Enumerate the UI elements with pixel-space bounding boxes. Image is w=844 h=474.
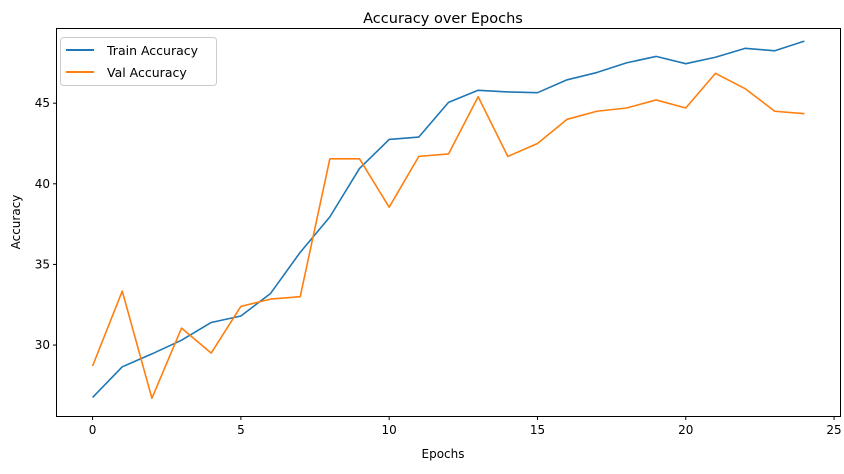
- y-tick-label: 30: [35, 338, 50, 352]
- x-tick-label: 10: [382, 423, 397, 437]
- series-layer: [91, 40, 805, 400]
- x-tick-label: 15: [530, 423, 545, 437]
- y-axis: 30 35 40 45: [35, 96, 57, 352]
- legend-label-train: Train Accuracy: [106, 43, 199, 58]
- y-tick-label: 45: [35, 96, 50, 110]
- y-tick-label: 40: [35, 177, 50, 191]
- chart-title: Accuracy over Epochs: [363, 11, 523, 27]
- x-tick-label: 20: [678, 423, 693, 437]
- x-tick-label: 0: [89, 423, 97, 437]
- x-tick-label: 5: [237, 423, 245, 437]
- legend-label-val: Val Accuracy: [107, 65, 187, 80]
- legend: Train Accuracy Val Accuracy: [60, 37, 217, 86]
- x-tick-label: 25: [826, 423, 841, 437]
- y-axis-label: Accuracy: [9, 195, 23, 250]
- series-line-val-accuracy: [91, 72, 805, 400]
- x-axis: 0 5 10 15 20 25: [89, 416, 842, 437]
- series-line-train-accuracy: [92, 40, 805, 399]
- plot-frame: [56, 28, 841, 417]
- legend-box: [60, 37, 217, 86]
- y-tick-label: 35: [35, 257, 50, 271]
- x-axis-label: Epochs: [422, 447, 465, 461]
